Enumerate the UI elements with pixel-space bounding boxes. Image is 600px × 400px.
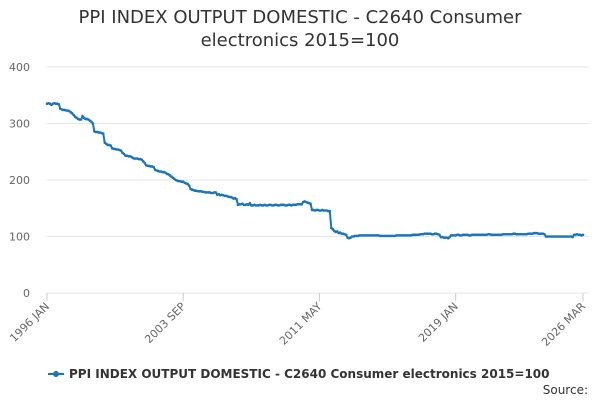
point	[152, 165, 155, 169]
point	[248, 201, 252, 205]
chart-title: PPI INDEX OUTPUT DOMESTIC - C2640 Consum…	[78, 7, 522, 51]
x-tick-label: 2011 MAY	[277, 300, 325, 348]
point	[300, 202, 303, 206]
point	[438, 233, 441, 237]
legend-label: PPI INDEX OUTPUT DOMESTIC - C2640 Consum…	[69, 367, 550, 381]
point	[141, 160, 145, 163]
y-tick-label: 300	[9, 118, 30, 131]
point	[335, 230, 339, 233]
point	[57, 102, 61, 106]
point	[571, 235, 574, 239]
point	[119, 149, 123, 152]
point	[140, 158, 144, 161]
y-tick-label: 200	[9, 174, 30, 187]
legend-marker	[53, 371, 59, 377]
point	[187, 184, 191, 187]
point	[331, 227, 335, 231]
y-tick-label: 100	[9, 231, 30, 244]
point	[143, 161, 147, 165]
point	[90, 120, 93, 124]
point	[109, 144, 112, 147]
point	[122, 152, 126, 156]
y-tick-label: 400	[9, 61, 30, 74]
x-tick-label: 2003 SEP	[142, 300, 188, 346]
point	[91, 122, 95, 125]
point	[72, 113, 75, 117]
point	[101, 132, 105, 135]
point	[247, 203, 250, 207]
y-tick-label: 0	[23, 287, 30, 300]
point	[344, 233, 348, 237]
point	[81, 114, 84, 118]
point	[235, 197, 238, 201]
point	[328, 209, 332, 213]
point	[214, 191, 218, 194]
point	[70, 112, 74, 115]
point	[543, 232, 546, 236]
point	[448, 235, 452, 239]
x-tick-label: 2019 JAN	[416, 300, 461, 345]
point	[79, 118, 83, 121]
point	[581, 233, 585, 237]
source: Source:	[543, 383, 588, 397]
point	[186, 182, 189, 186]
x-tick-label: 2026 MAR	[539, 300, 588, 349]
point	[309, 202, 312, 206]
x-tick-label: 1996 JAN	[7, 300, 52, 345]
